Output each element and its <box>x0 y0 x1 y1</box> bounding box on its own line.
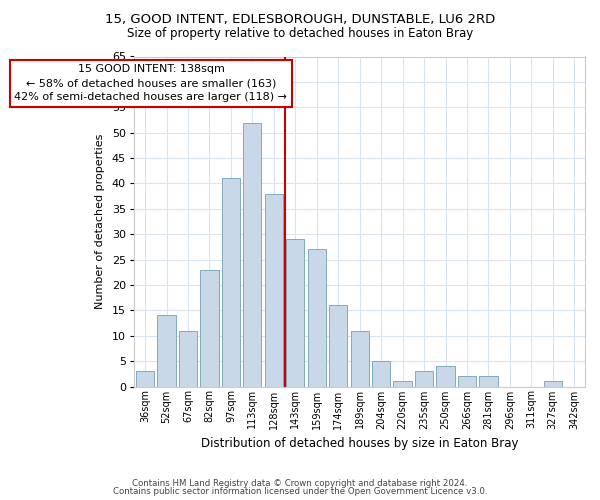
Bar <box>222 178 240 386</box>
Bar <box>544 382 562 386</box>
Bar <box>350 330 369 386</box>
Text: 15 GOOD INTENT: 138sqm
← 58% of detached houses are smaller (163)
42% of semi-de: 15 GOOD INTENT: 138sqm ← 58% of detached… <box>14 64 287 102</box>
Bar <box>243 122 262 386</box>
Bar <box>372 361 390 386</box>
Text: Contains HM Land Registry data © Crown copyright and database right 2024.: Contains HM Land Registry data © Crown c… <box>132 478 468 488</box>
Bar <box>157 316 176 386</box>
Bar <box>179 330 197 386</box>
Text: Size of property relative to detached houses in Eaton Bray: Size of property relative to detached ho… <box>127 28 473 40</box>
Bar <box>329 306 347 386</box>
Bar <box>479 376 497 386</box>
Bar <box>458 376 476 386</box>
Bar <box>415 372 433 386</box>
Bar <box>265 194 283 386</box>
Bar <box>286 240 304 386</box>
Bar <box>436 366 455 386</box>
Bar <box>200 270 218 386</box>
Bar <box>394 382 412 386</box>
Y-axis label: Number of detached properties: Number of detached properties <box>95 134 105 309</box>
Text: 15, GOOD INTENT, EDLESBOROUGH, DUNSTABLE, LU6 2RD: 15, GOOD INTENT, EDLESBOROUGH, DUNSTABLE… <box>105 12 495 26</box>
Bar <box>136 372 154 386</box>
Text: Contains public sector information licensed under the Open Government Licence v3: Contains public sector information licen… <box>113 487 487 496</box>
Bar <box>308 250 326 386</box>
X-axis label: Distribution of detached houses by size in Eaton Bray: Distribution of detached houses by size … <box>201 437 518 450</box>
